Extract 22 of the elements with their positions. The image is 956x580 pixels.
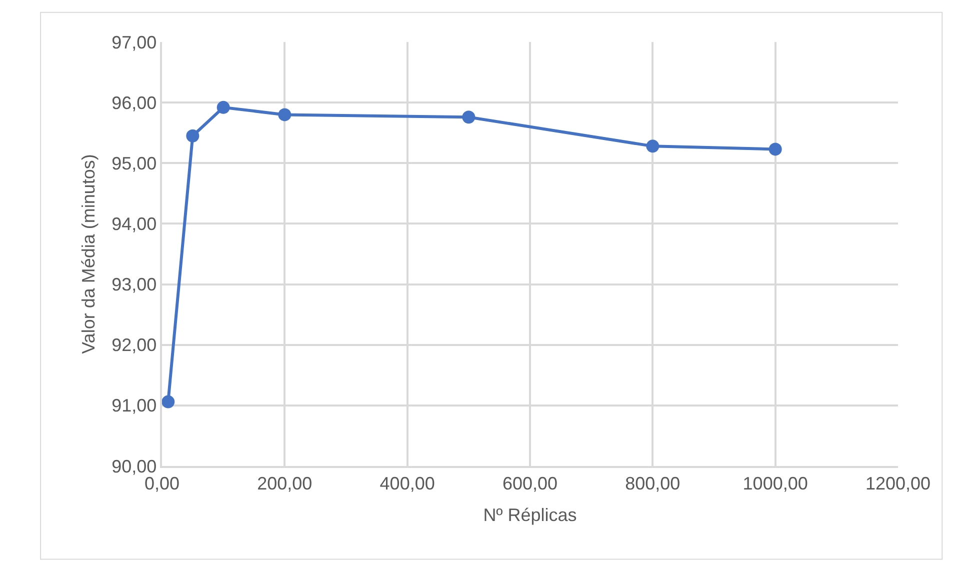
y-tick-label: 96,00	[112, 92, 157, 113]
x-tick-label: 1200,00	[865, 473, 931, 494]
point	[186, 129, 200, 142]
point	[768, 142, 782, 156]
point	[646, 140, 660, 153]
x-tick-label: 800,00	[625, 473, 680, 494]
y-tick-label: 94,00	[112, 214, 157, 234]
y-tick-label: 95,00	[112, 153, 157, 174]
point	[216, 100, 230, 114]
x-tick-label: 600,00	[502, 473, 558, 494]
x-tick-label: 1000,00	[742, 473, 808, 494]
x-axis-title: Nº Réplicas	[483, 504, 577, 525]
y-tick-label: 92,00	[112, 335, 157, 356]
y-tick-label: 93,00	[112, 274, 157, 295]
point	[162, 395, 175, 408]
y-tick-label: 97,00	[112, 32, 157, 52]
x-tick-label: 200,00	[257, 473, 312, 494]
y-axis-title: Valor da Média (minutos)	[78, 154, 98, 354]
y-tick-label: 91,00	[112, 396, 157, 416]
point	[462, 110, 476, 124]
x-tick-label: 400,00	[380, 473, 435, 494]
point	[278, 108, 292, 122]
